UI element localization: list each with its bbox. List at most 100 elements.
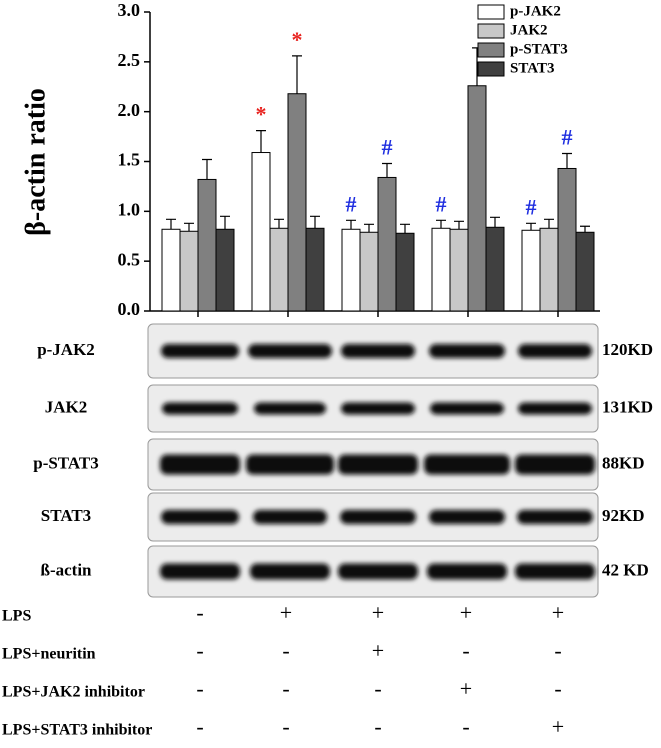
- blot-band: [162, 402, 238, 415]
- legend-swatch: [477, 4, 505, 20]
- blot-band: [338, 454, 418, 475]
- treatment-cell: +: [552, 600, 564, 625]
- bar: [557, 167, 577, 312]
- treatment-cell: -: [196, 600, 203, 625]
- blot-band: [430, 402, 504, 415]
- bar: [395, 232, 415, 312]
- error-bar: [400, 223, 410, 234]
- blot-label: p-JAK2: [37, 340, 95, 359]
- y-axis-label: β-actin ratio: [20, 88, 51, 236]
- significance-marker: *: [292, 27, 303, 52]
- blot-label: STAT3: [41, 506, 91, 525]
- treatment-cell: -: [462, 638, 469, 663]
- bar: [215, 228, 235, 312]
- error-bar: [490, 216, 500, 228]
- bar: [467, 85, 487, 312]
- error-bar: [256, 130, 266, 153]
- blot-band: [246, 454, 334, 475]
- blot-label: ß-actin: [41, 560, 93, 579]
- error-bar: [526, 222, 536, 231]
- bar: [161, 228, 181, 312]
- y-tick-label: 3.0: [118, 0, 141, 20]
- bar: [431, 227, 451, 312]
- treatment-cell: -: [196, 714, 203, 739]
- legend-swatch: [477, 61, 505, 77]
- treatment-cell: -: [196, 638, 203, 663]
- treatment-label: LPS+STAT3 inhibitor: [2, 722, 152, 739]
- blot-band: [424, 454, 510, 475]
- blot-band: [518, 344, 592, 358]
- legend-swatch: [477, 23, 505, 39]
- error-bar: [166, 218, 176, 230]
- bar: [485, 226, 505, 312]
- blot-size: 92KD: [602, 506, 645, 525]
- blot-band: [250, 563, 330, 580]
- y-tick-label: 2.0: [118, 100, 141, 120]
- treatment-label: LPS+JAK2 inhibitor: [2, 684, 145, 701]
- blot-label: JAK2: [45, 397, 88, 416]
- bar: [539, 227, 559, 312]
- significance-marker: #: [526, 194, 537, 219]
- y-tick-label: 2.5: [118, 50, 141, 70]
- treatment-cell: +: [460, 600, 472, 625]
- significance-marker: #: [382, 135, 393, 160]
- treatment-cell: +: [372, 600, 384, 625]
- treatment-cell: -: [282, 638, 289, 663]
- bar: [449, 228, 469, 312]
- treatment-cell: +: [460, 676, 472, 701]
- bar: [179, 230, 199, 312]
- error-bar: [220, 215, 230, 230]
- blot-band: [517, 510, 593, 524]
- legend-label: p-STAT3: [510, 41, 568, 57]
- blot-band: [341, 402, 415, 415]
- blot-band: [429, 344, 505, 358]
- significance-marker: #: [436, 191, 447, 216]
- blot-size: 42 KD: [602, 560, 649, 579]
- legend-swatch: [477, 42, 505, 58]
- treatment-cell: -: [196, 676, 203, 701]
- bar: [269, 227, 289, 312]
- legend-label: STAT3: [510, 60, 554, 76]
- significance-marker: *: [256, 102, 267, 127]
- blot-band: [427, 563, 507, 580]
- bar: [251, 152, 271, 312]
- blot-band: [160, 454, 240, 475]
- bar: [197, 178, 217, 312]
- error-bar: [382, 162, 392, 178]
- error-bar: [562, 152, 572, 169]
- bar: [305, 227, 325, 312]
- blot-band: [338, 563, 418, 580]
- error-bar: [346, 219, 356, 230]
- blot-label: p-STAT3: [33, 453, 99, 472]
- blot-band: [253, 510, 327, 524]
- significance-marker: #: [562, 125, 573, 150]
- blot-band: [515, 563, 595, 580]
- blot-band: [515, 454, 595, 475]
- error-bar: [436, 219, 446, 229]
- error-bar: [292, 55, 302, 94]
- blot-band: [518, 402, 592, 415]
- treatment-label: LPS+neuritin: [2, 646, 96, 663]
- error-bar: [274, 218, 284, 229]
- legend-label: p-JAK2: [510, 3, 561, 19]
- treatment-cell: +: [280, 600, 292, 625]
- treatment-cell: -: [462, 714, 469, 739]
- error-bar: [310, 215, 320, 229]
- treatment-cell: -: [282, 676, 289, 701]
- blot-size: 120KD: [602, 340, 653, 359]
- y-tick-label: 1.5: [118, 150, 141, 170]
- blot-band: [160, 563, 240, 580]
- bar: [377, 176, 397, 312]
- error-bar: [184, 222, 194, 232]
- treatment-cell: -: [282, 714, 289, 739]
- treatment-cell: -: [554, 676, 561, 701]
- error-bar: [454, 220, 464, 230]
- blot-size: 88KD: [602, 453, 645, 472]
- y-tick-label: 0.5: [118, 249, 141, 269]
- error-bar: [202, 158, 212, 180]
- treatment-cell: +: [552, 714, 564, 739]
- treatment-cell: -: [554, 638, 561, 663]
- blot-band: [429, 510, 505, 524]
- treatment-cell: -: [374, 676, 381, 701]
